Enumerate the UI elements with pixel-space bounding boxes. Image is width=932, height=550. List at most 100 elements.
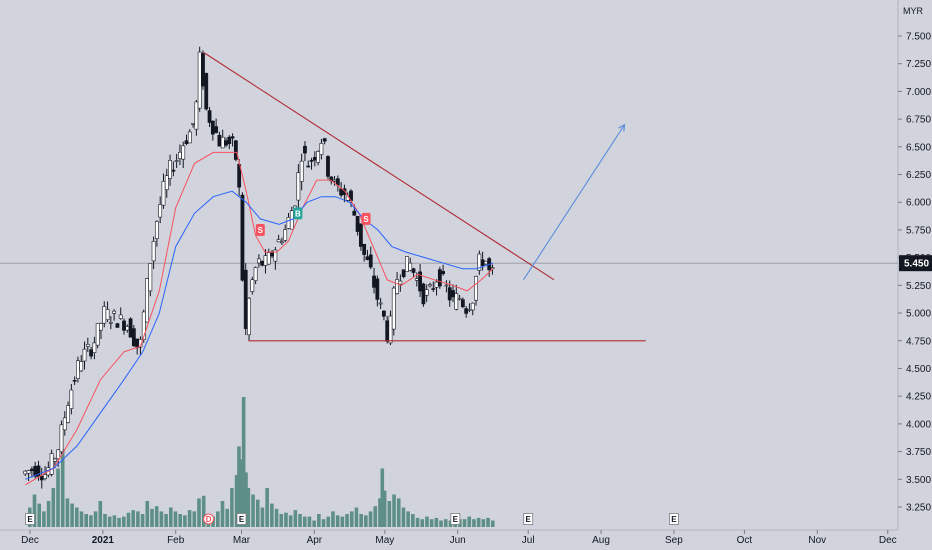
volume-bar [270, 503, 274, 527]
candle-body [56, 449, 61, 459]
volume-bar [183, 515, 187, 527]
volume-bar [302, 516, 307, 527]
price-tick-label: 6.000 [906, 198, 931, 209]
volume-bar [98, 501, 103, 527]
earnings-marker [523, 513, 534, 525]
volume-bar [345, 514, 349, 527]
candle-body [122, 320, 126, 331]
volume-bar [216, 511, 220, 527]
candle-body [464, 308, 469, 314]
candle-body [283, 229, 288, 241]
volume-bar [32, 494, 37, 527]
ema_slow-line [25, 190, 494, 480]
volume-bar [481, 519, 486, 527]
volume-bar [187, 510, 192, 527]
candle-body [76, 360, 80, 379]
time-tick-label: Jul [522, 535, 535, 546]
volume-bar [112, 515, 117, 527]
volume-bar [122, 516, 126, 527]
candle-body [217, 134, 222, 147]
price-tick-label: 4.500 [906, 364, 931, 375]
volume-bar [472, 519, 476, 527]
price-tick-label: 3.250 [906, 503, 931, 514]
volume-bar [237, 446, 241, 527]
volume-bar [75, 507, 79, 527]
volume-bar [443, 519, 448, 527]
signal-markers[interactable]: S B S [255, 207, 371, 236]
candle-body [428, 284, 432, 287]
volume-bar [220, 501, 225, 527]
candle-body [355, 215, 360, 232]
candle-body [375, 278, 380, 300]
volume-bars [28, 397, 495, 527]
volume-bar [284, 512, 288, 527]
candle-body [227, 136, 232, 144]
price-tick-label: 5.250 [906, 281, 931, 292]
price-tick-label: 4.000 [906, 419, 931, 430]
candle-body [382, 310, 386, 317]
price-tick-label: 6.500 [906, 142, 931, 153]
volume-bar [251, 494, 255, 527]
volume-bar [406, 511, 410, 527]
volume-bar [326, 516, 331, 527]
volume-bar [192, 511, 197, 527]
volume-bar [145, 501, 150, 527]
candle-body [201, 53, 205, 87]
volume-bar [321, 519, 326, 527]
earnings-marker-label: E [526, 515, 532, 524]
dividend-marker [203, 513, 215, 525]
volume-bar [415, 517, 420, 527]
price-axis[interactable]: MYR 3.250 3.500 3.750 4.000 4.250 4.500 4.750 5… [898, 6, 931, 514]
earnings-marker-label: E [27, 515, 33, 524]
candle-body [256, 258, 261, 264]
price-tick-label: 7.000 [906, 87, 931, 98]
candle-body [43, 474, 47, 480]
drawings[interactable] [203, 52, 646, 342]
volume-bar [335, 515, 340, 527]
volume-bar [307, 516, 312, 527]
earnings-marker-label: E [671, 515, 677, 524]
time-tick-label: Nov [808, 535, 826, 546]
volume-bar [317, 514, 321, 527]
candle-body [388, 315, 393, 344]
volume-bar [93, 511, 98, 527]
earnings-marker [25, 513, 35, 525]
time-axis[interactable]: Dec 2021 Feb Mar Apr May Jun Jul Aug Sep Oct Nov Dec [21, 530, 897, 546]
volume-bar [164, 514, 168, 527]
candle-body [372, 275, 376, 288]
candle-body [168, 160, 172, 179]
candle-body [441, 271, 446, 275]
volume-bar [56, 468, 60, 527]
candle-body [158, 204, 163, 218]
volume-bar [46, 501, 51, 527]
price-tick-label: 7.250 [906, 59, 931, 70]
volume-bar [70, 503, 74, 527]
candle-body [309, 160, 314, 162]
candle-body [483, 260, 488, 265]
candle-body [99, 323, 103, 331]
time-tick-label: Mar [233, 535, 251, 546]
volume-bar [368, 511, 373, 527]
volume-bar [230, 488, 234, 527]
volume-bar [60, 449, 65, 527]
signal-marker-label: S [258, 226, 264, 235]
volume-bar [378, 498, 382, 527]
candle-body [181, 145, 186, 160]
candle-body [431, 288, 436, 290]
candle-body [266, 252, 271, 265]
volume-bar [244, 472, 248, 527]
candle-body [240, 194, 245, 281]
candle-body [326, 156, 330, 177]
time-tick-label: Apr [307, 535, 323, 546]
candle-body [243, 269, 248, 329]
candle-body [457, 297, 462, 300]
earnings-marker [450, 513, 461, 525]
price-tick-label: 5.000 [906, 309, 931, 320]
volume-bar [126, 512, 131, 527]
candle-body [72, 380, 77, 382]
candle-body [276, 239, 281, 243]
arrow-drawing [523, 124, 626, 281]
